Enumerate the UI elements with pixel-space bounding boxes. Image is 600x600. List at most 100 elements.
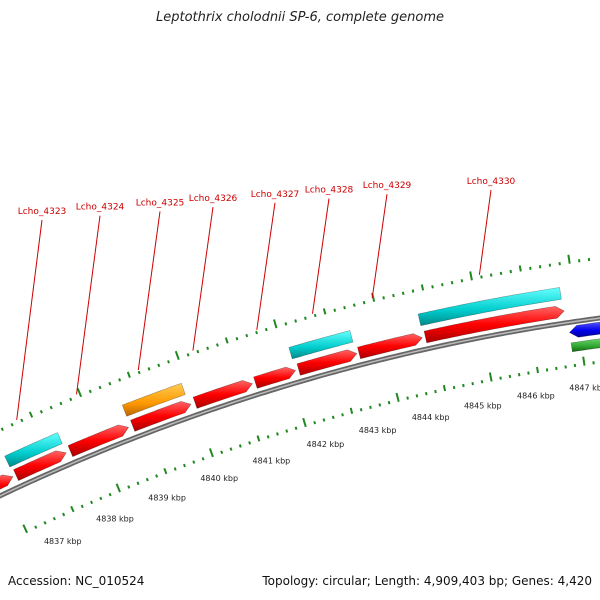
- cds-forward-arrow: [192, 380, 253, 409]
- upper-tick-mark: [28, 411, 34, 418]
- locus-label: Lcho_4328: [305, 186, 354, 196]
- upper-tick-mark: [196, 349, 200, 354]
- upper-tick-mark: [469, 271, 473, 281]
- lower-tick-mark: [434, 389, 437, 394]
- lower-tick-mark: [62, 512, 66, 517]
- lower-tick-mark: [248, 441, 252, 445]
- cds-forward-arrow: [67, 424, 130, 457]
- locus-leader-line: [256, 202, 276, 330]
- upper-tick-mark: [224, 337, 229, 344]
- locus-leader-line: [16, 219, 43, 420]
- upper-tick-mark: [401, 291, 405, 295]
- upper-tick-mark: [98, 385, 102, 390]
- cds-forward-arrow: [13, 450, 67, 481]
- kbp-label: 4838 kbp: [96, 514, 134, 523]
- upper-tick-mark: [304, 316, 307, 320]
- upper-tick-mark: [10, 422, 14, 427]
- upper-tick-mark: [126, 371, 131, 378]
- lower-tick-mark: [294, 426, 298, 430]
- upper-tick-mark: [157, 363, 161, 368]
- lower-tick-mark: [378, 403, 382, 407]
- lower-tick-mark: [564, 365, 567, 369]
- lower-tick-mark: [462, 383, 465, 388]
- upper-tick-mark: [480, 275, 483, 279]
- upper-tick-mark: [411, 289, 415, 293]
- lower-tick-mark: [499, 376, 502, 380]
- upper-tick-mark: [186, 353, 190, 357]
- accession-text: Accession: NC_010524: [8, 574, 145, 588]
- lower-tick-mark: [80, 504, 84, 509]
- kbp-label: 4846 kbp: [517, 392, 555, 401]
- gene-forward-block: [288, 330, 354, 360]
- upper-tick-mark: [88, 389, 92, 394]
- lower-tick-mark: [127, 485, 131, 489]
- upper-tick-mark: [206, 346, 210, 350]
- cds-forward-arrow: [130, 401, 192, 432]
- lower-tick-mark: [192, 460, 196, 464]
- lower-tick-mark: [452, 385, 456, 390]
- kbp-label-layer: 4837 kbp 4838 kbp 4839 kbp 4840 kbp 4841 kbp…: [44, 383, 600, 546]
- upper-tick-mark: [322, 308, 327, 315]
- locus-leader-line: [76, 215, 101, 395]
- lower-tick-mark: [22, 524, 29, 534]
- upper-tick-mark: [59, 401, 63, 406]
- map-title: Leptothrix cholodnii SP-6, complete geno…: [156, 10, 444, 25]
- locus-leader-line: [137, 211, 161, 371]
- upper-tick-mark: [567, 254, 571, 264]
- upper-tick-mark: [20, 418, 24, 423]
- kbp-label: 4837 kbp: [44, 537, 82, 546]
- kbp-label: 4840 kbp: [200, 474, 238, 483]
- upper-tick-mark: [420, 284, 425, 291]
- lower-tick-mark: [183, 463, 186, 468]
- feature-track: [0, 287, 600, 490]
- upper-tick-mark: [529, 266, 532, 270]
- kbp-label: 4839 kbp: [148, 493, 186, 502]
- lower-tick-mark: [52, 516, 56, 521]
- upper-tick-mark: [558, 262, 561, 266]
- locus-label: Lcho_4324: [76, 203, 125, 213]
- genome-summary-text: Topology: circular; Length: 4,909,403 bp…: [262, 574, 592, 588]
- upper-tick-mark: [49, 405, 53, 410]
- lower-tick-mark: [406, 396, 409, 400]
- kbp-label: 4842 kbp: [307, 440, 345, 449]
- upper-tick-mark: [509, 269, 512, 274]
- lower-tick-mark: [70, 505, 75, 513]
- lower-tick-mark: [256, 435, 261, 442]
- locus-label: Lcho_4330: [467, 177, 516, 187]
- upper-tick-mark: [499, 271, 503, 276]
- upper-tick-mark: [235, 336, 239, 341]
- upper-tick-mark: [362, 300, 366, 305]
- cds-forward-arrow: [357, 333, 423, 360]
- locus-leader-line: [192, 207, 214, 351]
- lower-tick-mark: [163, 467, 168, 475]
- upper-tick-mark: [284, 322, 288, 326]
- upper-tick-mark: [108, 381, 112, 386]
- upper-tick-mark: [255, 330, 258, 335]
- locus-leader-line: [478, 189, 492, 275]
- lower-tick-mark: [349, 407, 354, 414]
- backbone-highlight: [0, 317, 600, 497]
- upper-tick-mark: [333, 308, 337, 312]
- lower-tick-mark: [322, 418, 326, 422]
- lower-tick-mark: [517, 373, 521, 377]
- lower-tick-mark: [573, 363, 577, 368]
- cds-forward-arrow: [0, 474, 14, 490]
- lower-tick-mark: [302, 417, 307, 428]
- upper-tick-mark: [167, 360, 170, 364]
- upper-tick-mark: [431, 285, 434, 289]
- cds-forward-arrow: [253, 366, 297, 389]
- kbp-label: 4845 kbp: [464, 402, 502, 411]
- gene-forward-block: [4, 432, 63, 468]
- lower-tick-mark: [341, 413, 344, 417]
- lower-tick-mark: [545, 368, 549, 372]
- upper-tick-mark: [147, 367, 151, 371]
- lower-tick-mark: [115, 483, 121, 493]
- kbp-label: 4844 kbp: [412, 413, 450, 422]
- lower-tick-mark: [592, 361, 595, 365]
- locus-leader-line: [371, 194, 388, 299]
- kbp-label: 4847 kbp: [569, 383, 600, 392]
- lower-tick-mark: [208, 448, 214, 458]
- lower-tick-track: [22, 356, 595, 534]
- lower-tick-mark: [99, 496, 103, 501]
